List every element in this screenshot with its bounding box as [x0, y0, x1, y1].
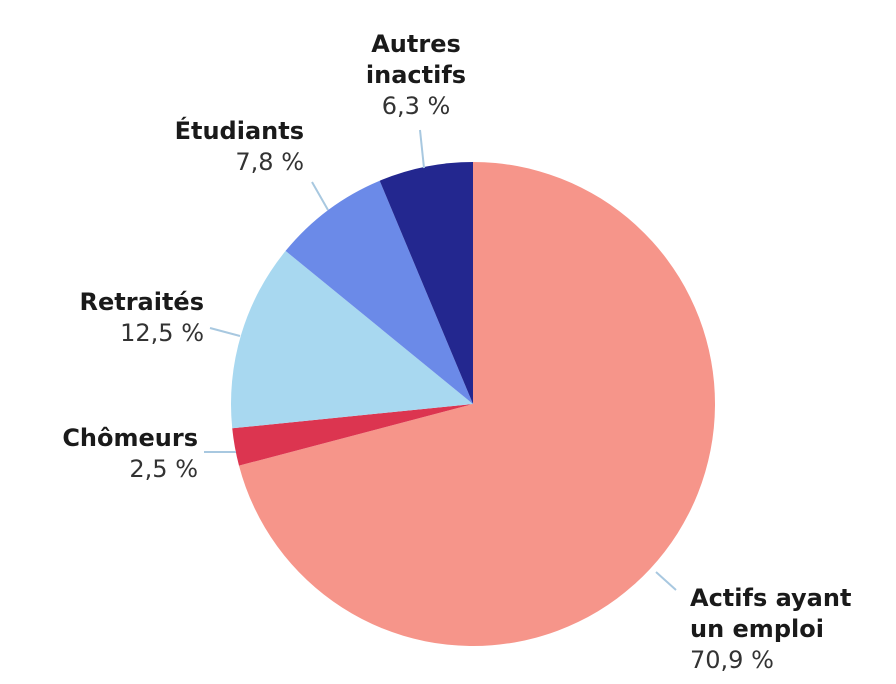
leader-lines [204, 129, 677, 591]
slice-chomeurs [232, 404, 473, 466]
label-line: un emploi [690, 615, 824, 643]
slice-etudiants [285, 180, 473, 404]
leader-line-retraites [209, 327, 241, 337]
slice-autres-inactifs [379, 162, 473, 404]
label-etudiants: Étudiants 7,8 % [175, 116, 304, 176]
value-label: 12,5 % [120, 319, 204, 347]
leader-line-actifs-ayant-un-emploi [655, 571, 677, 591]
slice-retraites [230, 250, 473, 429]
label-actifs-ayant-un-emploi: Actifs ayant un emploi 70,9 % [690, 584, 851, 674]
leader-line-autres-inactifs [419, 129, 425, 169]
label-line: Chômeurs [62, 424, 198, 452]
value-label: 6,3 % [382, 92, 451, 120]
label-line: Autres [371, 30, 461, 58]
label-chomeurs: Chômeurs 2,5 % [62, 424, 198, 483]
slice-labels: Actifs ayant un emploi 70,9 % Chômeurs 2,5 %… [62, 30, 851, 674]
label-line: Actifs ayant [690, 584, 851, 612]
value-label: 70,9 % [690, 646, 774, 674]
value-label: 7,8 % [235, 148, 304, 176]
leader-line-etudiants [311, 181, 329, 211]
value-label: 2,5 % [129, 455, 198, 483]
label-line: Retraités [79, 288, 204, 316]
pie-slices [230, 162, 716, 646]
label-retraites: Retraités 12,5 % [79, 288, 204, 347]
slice-actifs-ayant-un-emploi [238, 162, 716, 646]
label-line: inactifs [366, 61, 466, 89]
label-line: Étudiants [175, 116, 304, 145]
label-autres-inactifs: Autres inactifs 6,3 % [366, 30, 466, 120]
